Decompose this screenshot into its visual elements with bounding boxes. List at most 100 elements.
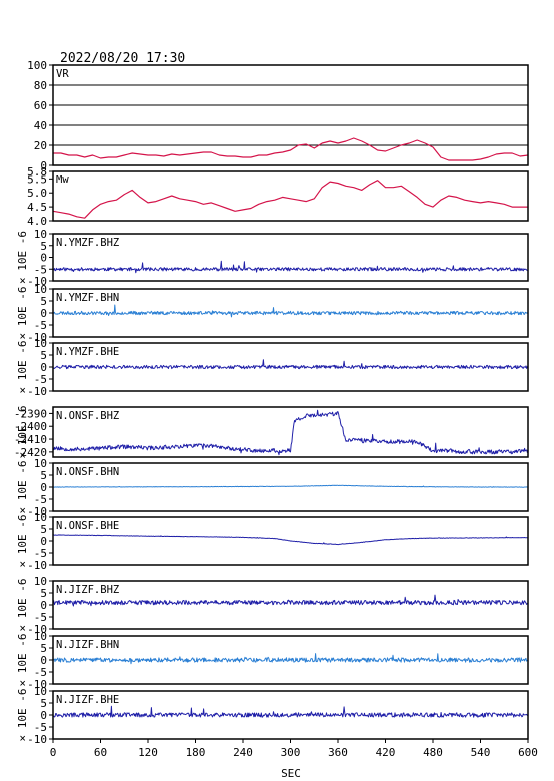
- panel-frame: [52, 288, 529, 338]
- y-tick-label: -10: [27, 678, 47, 691]
- panel-frame: [52, 635, 529, 685]
- y-tick-label: 0: [40, 654, 47, 667]
- y-tick-label: 80: [34, 79, 47, 92]
- y-tick-label: -5: [34, 373, 47, 386]
- series-line: [52, 484, 529, 488]
- y-tick-label: -2400: [14, 420, 47, 433]
- x-tick-label: 0: [50, 746, 57, 759]
- y-tick-label: -5: [34, 611, 47, 624]
- x-tick-label: 540: [471, 746, 491, 759]
- series-line: [52, 409, 529, 456]
- y-tick-label: -2410: [14, 433, 47, 446]
- y-tick-label: 10: [34, 511, 47, 524]
- y-axis-label: × 10E -6: [16, 287, 29, 340]
- y-tick-label: -5: [34, 493, 47, 506]
- panel-frame: [52, 342, 529, 392]
- y-axis-label: × 10E -6: [16, 341, 29, 394]
- y-tick-label: 20: [34, 139, 47, 152]
- y-tick-label: -10: [27, 385, 47, 398]
- y-axis-label: × 10E -6: [16, 634, 29, 687]
- y-tick-label: -10: [27, 559, 47, 572]
- panel-frame: [52, 64, 529, 166]
- y-tick-label: 5: [40, 697, 47, 710]
- panel-label: N.ONSF.BHN: [56, 466, 119, 478]
- y-tick-label: 10: [34, 630, 47, 643]
- x-tick-label: 360: [328, 746, 348, 759]
- y-tick-label: 0: [40, 252, 47, 265]
- panel-label: N.YMZF.BHE: [56, 346, 119, 358]
- series-line: [52, 260, 529, 274]
- y-tick-label: 0: [40, 159, 47, 172]
- y-tick-label: -2420: [14, 446, 47, 459]
- y-axis-label: × 10E -6: [16, 515, 29, 568]
- y-tick-label: 0: [40, 599, 47, 612]
- panel-frame: [52, 170, 529, 222]
- series-line: [52, 705, 529, 718]
- panels-group: 020406080100VR4.04.55.05.55.8Mw-10-50510…: [14, 59, 538, 759]
- panel-frame: [52, 580, 529, 630]
- y-axis-label: × 10E -6: [16, 689, 29, 742]
- panel-n-onsf-bhz: -2420-2410-2400-2390× 10E -6 N.ONSF.BHZ: [14, 406, 529, 459]
- y-tick-label: 0: [40, 709, 47, 722]
- series-line: [52, 594, 529, 607]
- series-line: [52, 534, 529, 546]
- series-line: [53, 137, 529, 161]
- y-tick-label: 40: [34, 119, 47, 132]
- y-tick-label: 5.8: [27, 165, 47, 178]
- y-tick-label: 5.5: [27, 173, 47, 186]
- x-tick-label: 60: [94, 746, 107, 759]
- y-tick-label: 100: [27, 59, 47, 72]
- y-axis-label: × 10E -6: [16, 579, 29, 632]
- panel-label: N.JIZF.BHN: [56, 639, 119, 651]
- panel-frame: [52, 516, 529, 566]
- y-tick-label: 10: [34, 685, 47, 698]
- x-tick-label: 300: [281, 746, 301, 759]
- y-tick-label: 4.5: [27, 201, 47, 214]
- y-tick-label: -5: [34, 319, 47, 332]
- y-tick-label: 5: [40, 587, 47, 600]
- panel-label: N.JIZF.BHE: [56, 694, 119, 706]
- y-tick-label: 0: [40, 307, 47, 320]
- x-tick-label: 240: [233, 746, 253, 759]
- x-tick-label: 480: [423, 746, 443, 759]
- panel-vr: 0 20 40 60 80 100 VR: [27, 59, 529, 172]
- series-line: [52, 304, 529, 318]
- y-tick-label: -5: [34, 547, 47, 560]
- y-tick-label: 0: [40, 361, 47, 374]
- y-tick-label: -10: [27, 505, 47, 518]
- x-tick-label: 180: [186, 746, 206, 759]
- panel-label: N.JIZF.BHZ: [56, 584, 119, 596]
- x-axis-label: SEC: [281, 767, 301, 780]
- y-axis-label: × 10E -6: [16, 406, 29, 459]
- panel-label: N.ONSF.BHE: [56, 520, 119, 532]
- panel-frame: [52, 233, 529, 282]
- panel-frame: [52, 406, 529, 458]
- y-tick-label: 5: [40, 469, 47, 482]
- series-line: [52, 180, 528, 219]
- y-tick-label: -10: [27, 331, 47, 344]
- panel-label: VR: [56, 68, 69, 80]
- y-tick-label: -10: [27, 733, 47, 746]
- y-tick-label: 10: [34, 228, 47, 241]
- panel-label: N.YMZF.BHN: [56, 292, 119, 304]
- y-tick-label: 5.0: [27, 187, 47, 200]
- y-tick-label: -5: [34, 666, 47, 679]
- panel-mw: 4.04.55.05.55.8 Mw: [27, 165, 529, 228]
- x-tick-label: 600: [518, 746, 538, 759]
- y-tick-label: -10: [27, 623, 47, 636]
- series-line: [52, 359, 529, 370]
- y-tick-label: 5: [40, 295, 47, 308]
- y-tick-label: 0: [40, 481, 47, 494]
- figure-title: 2022/08/20 17:30: [60, 51, 185, 66]
- series-line: [52, 653, 529, 665]
- y-axis-label: × 10E -6: [16, 461, 29, 514]
